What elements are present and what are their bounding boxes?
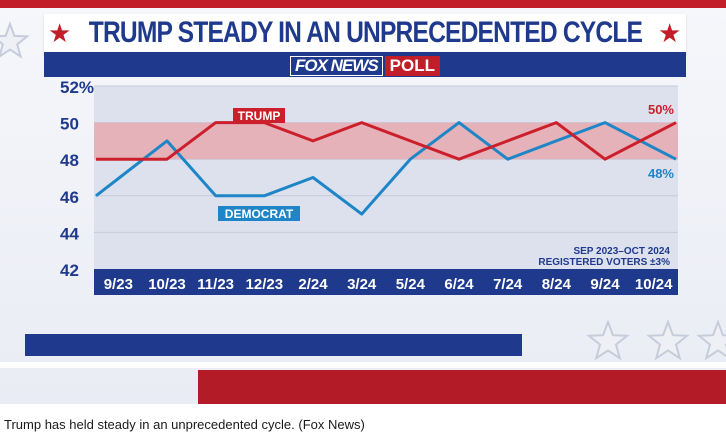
x-tick-label: 9/24 — [590, 276, 620, 293]
star-icon: ★ — [48, 18, 72, 48]
x-tick-label: 11/23 — [197, 276, 234, 293]
bottom-white-stripe — [0, 362, 726, 368]
democrat-line — [95, 121, 677, 216]
chart-title: TRUMP STEADY IN AN UNPRECEDENTED CYCLE — [88, 16, 642, 49]
x-tick-label: 6/24 — [444, 276, 474, 293]
x-tick-label: 3/24 — [347, 276, 377, 293]
x-tick-label: 5/24 — [396, 276, 426, 293]
image-caption: Trump has held steady in an unprecedente… — [4, 417, 365, 432]
x-tick-label: 7/24 — [493, 276, 523, 293]
x-tick-label: 10/24 — [635, 276, 673, 293]
x-tick-label: 8/24 — [542, 276, 572, 293]
bottom-blue-stripe — [25, 334, 522, 356]
poll-sample-note: REGISTERED VOTERS ±3% — [538, 257, 670, 268]
line-chart: 52% 50 48 46 44 42 9/23 10/23 11/23 12/23 2/24 3/2… — [0, 21, 726, 361]
x-tick-label: 9/23 — [104, 276, 133, 293]
democrat-end-value-label: 48% — [648, 166, 674, 181]
top-red-stripe — [0, 0, 726, 8]
poll-graphic: 52% 50 48 46 44 42 9/23 10/23 11/23 12/23 2/24 3/2… — [0, 0, 726, 404]
x-axis-bar — [94, 269, 678, 295]
y-tick-label: 44 — [60, 224, 79, 243]
y-tick-label: 52% — [60, 78, 94, 97]
title-bar: TRUMP STEADY IN AN UNPRECEDENTED CYCLE — [44, 14, 686, 55]
trump-end-value-label: 50% — [648, 102, 674, 117]
y-tick-label: 46 — [60, 188, 79, 207]
y-tick-label: 48 — [60, 151, 79, 170]
y-tick-label: 42 — [60, 261, 79, 280]
x-tick-label: 12/23 — [246, 276, 284, 293]
plot-background — [94, 86, 678, 269]
x-tick-label: 10/23 — [148, 276, 186, 293]
trump-line — [96, 121, 677, 161]
trump-series-label: TRUMP — [238, 109, 281, 123]
poll-logo-text: POLL — [384, 56, 440, 76]
star-icon: ★ — [658, 18, 682, 48]
star-icon — [586, 319, 630, 361]
star-icon — [0, 21, 30, 59]
fox-news-poll-logo: FOX NEWS POLL — [289, 56, 440, 76]
x-tick-label: 2/24 — [298, 276, 328, 293]
star-icon — [696, 319, 726, 361]
logo-bar: FOX NEWS POLL — [44, 55, 686, 77]
democrat-series-label-box — [218, 206, 300, 221]
bottom-red-stripe — [198, 370, 726, 404]
star-icon — [646, 319, 690, 361]
y-tick-label: 50 — [60, 115, 79, 134]
democrat-series-label: DEMOCRAT — [225, 207, 294, 221]
poll-dates-note: SEP 2023–OCT 2024 — [573, 246, 670, 257]
fox-news-logo-text: FOX NEWS — [289, 56, 383, 76]
trump-series-label-box — [233, 108, 285, 123]
